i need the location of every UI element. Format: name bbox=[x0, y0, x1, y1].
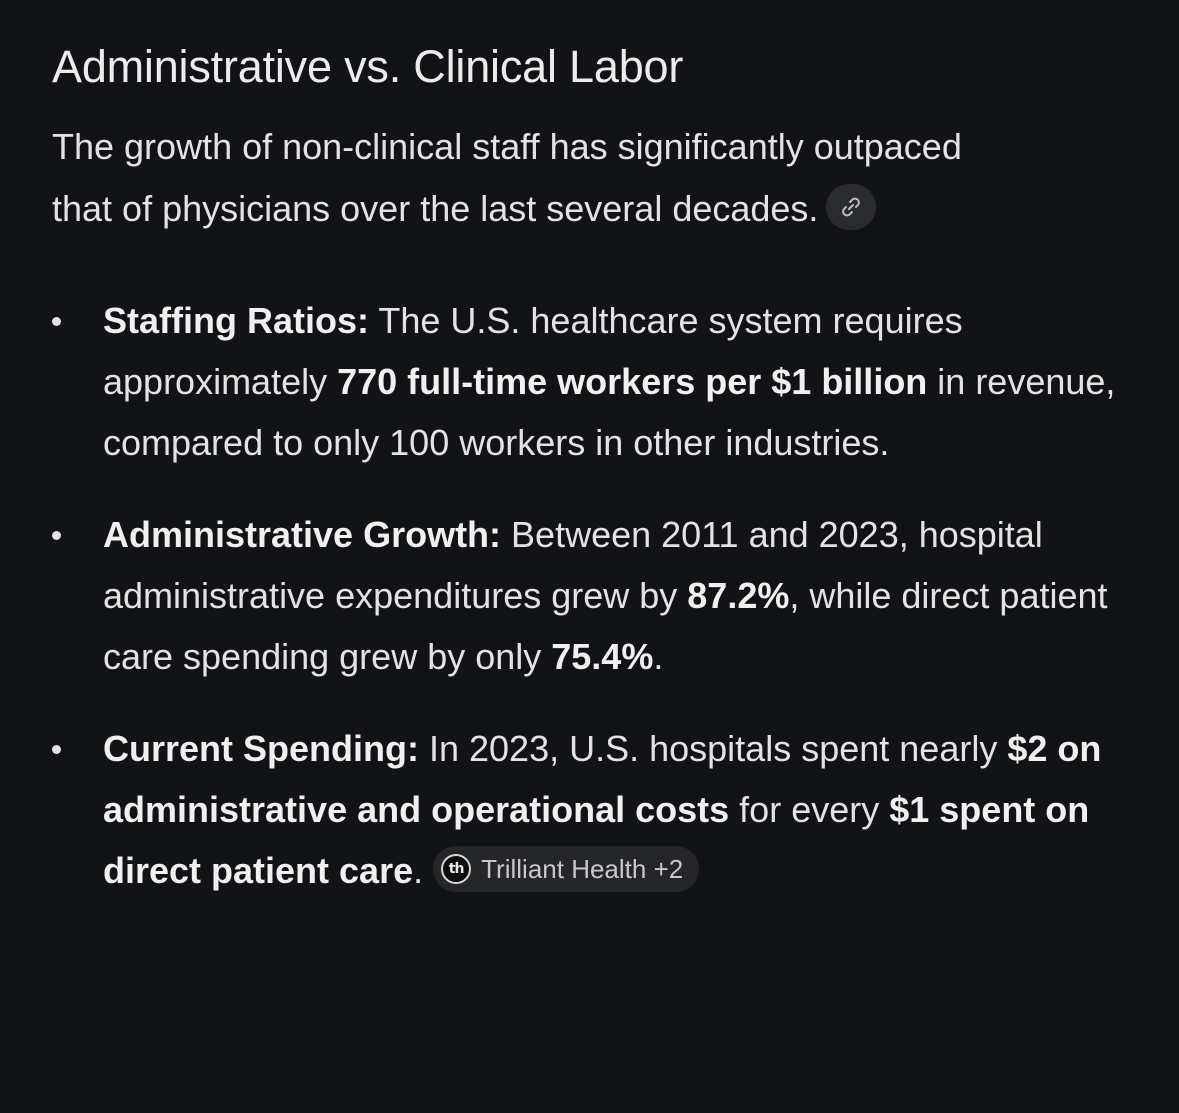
list-item: Current Spending: In 2023, U.S. hospital… bbox=[52, 718, 1119, 901]
source-citation-chip[interactable]: th Trilliant Health +2 bbox=[433, 846, 700, 893]
item-bold: 75.4% bbox=[551, 636, 654, 677]
item-label: Staffing Ratios: bbox=[103, 300, 369, 341]
item-text: In 2023, U.S. hospitals spent nearly bbox=[418, 728, 1008, 769]
item-label: Current Spending: bbox=[103, 728, 419, 769]
item-text: , while direct patient care spending gre… bbox=[103, 575, 1108, 677]
item-label: Administrative Growth: bbox=[103, 514, 502, 555]
intro-text: The growth of non-clinical staff has sig… bbox=[52, 126, 962, 229]
item-bold: 770 full-time workers per $1 billion bbox=[337, 361, 928, 402]
item-text: in revenue, compared to only 100 workers… bbox=[103, 361, 1116, 463]
intro-paragraph: The growth of non-clinical staff has sig… bbox=[52, 116, 1012, 240]
list-item: Administrative Growth: Between 2011 and … bbox=[52, 504, 1119, 687]
item-text: The U.S. healthcare system requires appr… bbox=[103, 300, 963, 402]
item-text: . bbox=[653, 636, 664, 677]
item-bold: $2 on administrative and operational cos… bbox=[103, 728, 1102, 830]
trilliant-health-logo-icon: th bbox=[441, 854, 472, 885]
list-item: Staffing Ratios: The U.S. healthcare sys… bbox=[52, 290, 1119, 473]
bullet-dot bbox=[52, 531, 61, 540]
item-bold: $1 spent on direct patient care bbox=[103, 789, 1090, 891]
item-text: for every bbox=[729, 789, 890, 830]
response-content: Administrative vs. Clinical Labor The gr… bbox=[52, 41, 1119, 901]
section-heading: Administrative vs. Clinical Labor bbox=[52, 41, 684, 92]
item-text: . bbox=[413, 850, 424, 891]
citation-link-button[interactable] bbox=[826, 184, 877, 231]
item-bold: 87.2% bbox=[687, 575, 790, 616]
source-label: Trilliant Health +2 bbox=[481, 854, 684, 885]
link-icon bbox=[842, 198, 861, 217]
item-text: Between 2011 and 2023, hospital administ… bbox=[103, 514, 1043, 616]
bullet-dot bbox=[52, 317, 61, 326]
bullet-dot bbox=[52, 745, 61, 754]
bullet-list: Staffing Ratios: The U.S. healthcare sys… bbox=[52, 290, 1119, 901]
